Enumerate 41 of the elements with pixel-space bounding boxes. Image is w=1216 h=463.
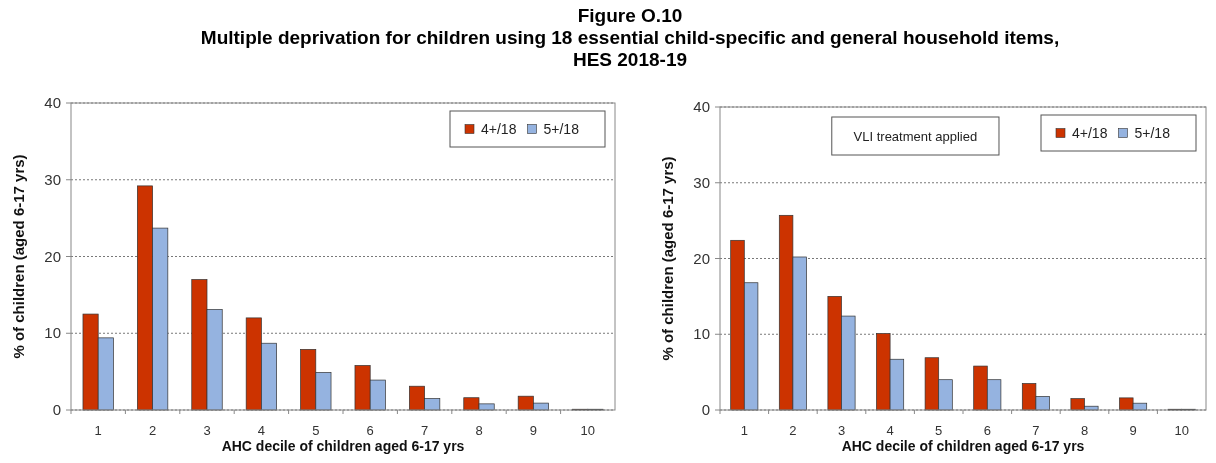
legend-label: 5+/18	[1134, 125, 1171, 141]
x-tick-label: 2	[789, 423, 797, 438]
legend-label: 5+/18	[543, 121, 580, 137]
legend-label: 4+/18	[481, 121, 517, 137]
x-tick-label: 8	[1080, 423, 1089, 438]
x-tick-label: 3	[203, 423, 211, 438]
x-tick-label: 1	[740, 423, 748, 438]
y-tick-label: 40	[693, 98, 710, 115]
y-tick-label: 20	[693, 249, 710, 267]
y-tick-label: 20	[44, 247, 61, 265]
x-tick-label: 5	[312, 423, 320, 438]
chart-title: Figure O.10 Multiple deprivation for children using 18 essential child-specific and general household items, HES 2018-19	[200, 5, 1060, 70]
y-tick-label: 30	[693, 173, 710, 191]
x-tick-label: 1	[94, 423, 102, 438]
x-tick-label: 7	[420, 423, 429, 438]
legend-label: 4+/18	[1072, 125, 1108, 141]
x-tick-label: 9	[529, 423, 538, 438]
x-tick-label: 8	[475, 423, 483, 438]
annotation: VLI treatment applied	[853, 129, 978, 144]
y-axis-title: % of children (aged 6-17 yrs)	[659, 156, 676, 361]
x-tick-label: 9	[1129, 423, 1137, 438]
x-tick-label: 6	[983, 423, 991, 438]
x-tick-label: 6	[366, 423, 374, 438]
note-box: VLI treatment applied	[831, 116, 1000, 156]
y-tick-label: 0	[701, 401, 710, 418]
y-axis-title: % of children (aged 6-17 yrs)	[10, 154, 27, 359]
y-tick-label: 0	[52, 401, 61, 418]
x-tick-label: 4	[886, 423, 894, 438]
y-tick-label: 10	[44, 324, 61, 342]
x-axis-title: AHC decile of children aged 6-17 yrs	[841, 438, 1085, 454]
y-tick-label: 40	[44, 94, 61, 111]
x-tick-label: 4	[257, 423, 266, 438]
x-tick-label: 7	[1032, 423, 1040, 438]
y-tick-label: 10	[693, 325, 710, 343]
x-tick-label: 5	[935, 423, 943, 438]
x-tick-label: 2	[148, 423, 157, 438]
y-tick-label: 30	[44, 170, 61, 188]
x-tick-label: 10	[1174, 423, 1189, 438]
x-tick-label: 10	[580, 423, 596, 438]
x-axis-title: AHC decile of children aged 6-17 yrs	[221, 438, 465, 454]
x-tick-label: 3	[837, 423, 846, 438]
